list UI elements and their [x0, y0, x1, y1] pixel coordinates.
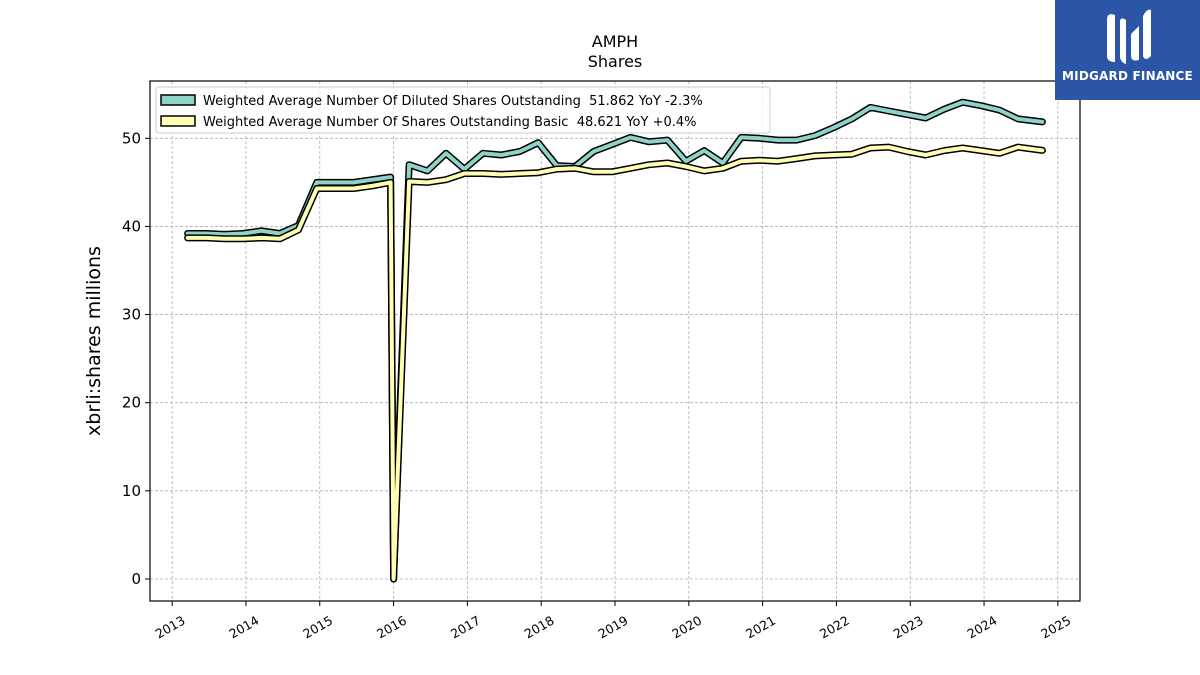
y-tick-label: 0 [131, 570, 141, 588]
x-tick-label: 2019 [595, 613, 630, 642]
brand-logo: MIDGARD FINANCE [1055, 0, 1200, 100]
legend-box [155, 86, 771, 134]
x-tick-label: 2013 [153, 613, 188, 642]
x-tick-label: 2022 [817, 613, 852, 642]
series-layer [184, 98, 1046, 583]
x-tick-label: 2025 [1038, 613, 1073, 642]
x-tick-label: 2021 [743, 613, 778, 642]
grid [150, 81, 1080, 601]
y-tick-label: 20 [122, 394, 141, 412]
x-tick-label: 2016 [374, 613, 409, 642]
logo-text: MIDGARD FINANCE [1062, 69, 1193, 83]
y-axis-ticks: 0 10 20 30 40 50 [122, 129, 150, 588]
legend: Weighted Average Number Of Diluted Share… [155, 86, 771, 134]
x-tick-label: 2024 [964, 613, 999, 642]
y-axis-label: xbrli:shares millions [83, 246, 105, 436]
series-1 [184, 98, 1046, 583]
series-line [185, 145, 1045, 581]
x-tick-label: 2015 [300, 613, 335, 642]
series-line [185, 100, 1045, 581]
chart-title: AMPH [592, 32, 638, 51]
legend-swatch [160, 94, 196, 106]
logo-mark-icon [1107, 9, 1151, 64]
chart-subtitle: Shares [588, 52, 643, 71]
y-tick-label: 50 [122, 129, 141, 147]
x-tick-label: 2018 [522, 613, 557, 642]
y-tick-label: 10 [122, 482, 141, 500]
y-tick-label: 30 [122, 306, 141, 324]
x-tick-label: 2023 [891, 613, 926, 642]
y-tick-label: 40 [122, 217, 141, 235]
x-tick-label: 2020 [669, 613, 704, 642]
legend-label: Weighted Average Number Of Shares Outsta… [203, 115, 697, 130]
x-tick-label: 2017 [448, 613, 483, 642]
legend-swatch [160, 115, 196, 127]
legend-label: Weighted Average Number Of Diluted Share… [203, 94, 703, 109]
series-2 [184, 143, 1046, 583]
x-tick-label: 2014 [226, 613, 261, 642]
x-axis-ticks: 2013 2014 2015 2016 2017 2018 2019 2020 2021 2022… [153, 601, 1073, 642]
